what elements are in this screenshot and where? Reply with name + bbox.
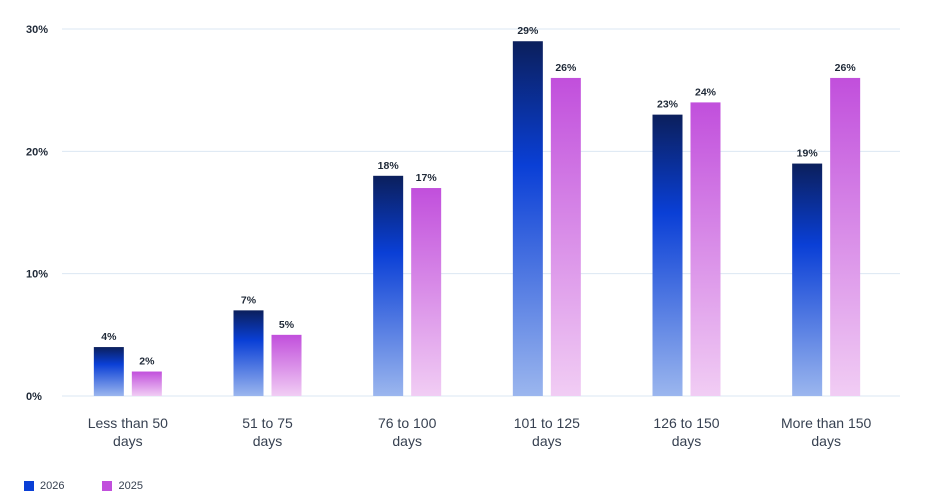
legend: 2026 2025 [24,480,143,492]
y-tick-label: 20% [26,146,48,158]
bar-2026-0 [93,347,124,396]
data-label: 26% [835,62,857,74]
data-label: 4% [101,331,117,343]
legend-item-2026: 2026 [24,480,64,492]
x-tick-line: More than 150 [781,415,871,431]
x-tick-line: days [253,433,283,449]
bar-2026-4 [652,114,683,396]
x-tick-line: days [113,433,143,449]
legend-item-2025: 2025 [102,480,143,492]
x-tick-line: 126 to 150 [653,415,719,431]
bar-2025-4 [690,102,721,397]
legend-swatch-2025 [102,481,113,491]
data-label: 23% [657,99,679,111]
bar-2025-5 [830,77,861,396]
x-tick-line: days [672,433,702,449]
x-tick-label: More than 150 days [781,415,871,449]
bar-2026-2 [373,175,404,396]
bar-2025-2 [411,188,442,396]
x-tick-label: 76 to 100 days [378,415,437,449]
data-label: 7% [241,294,257,306]
x-tick-label: 126 to 150 days [653,415,719,449]
x-tick-line: days [811,433,841,449]
x-tick-line: 76 to 100 [378,415,437,431]
bar-2026-3 [512,41,543,396]
x-tick-line: days [392,433,422,449]
y-tick-label: 10% [26,269,48,281]
x-tick-line: 51 to 75 [242,415,293,431]
data-label: 26% [555,62,577,74]
data-label: 19% [797,148,819,160]
y-tick-label: 0% [26,391,42,403]
x-tick-label: 101 to 125 days [514,415,580,449]
x-tick-line: days [532,433,562,449]
data-label: 5% [279,319,295,331]
legend-swatch-2026 [24,481,34,491]
y-tick-label: 30% [26,24,48,36]
data-label: 17% [416,172,438,184]
x-tick-line: Less than 50 [88,415,168,431]
x-tick-label: Less than 50 days [88,415,168,449]
bar-2025-3 [550,77,581,396]
bar-2025-0 [131,371,162,396]
data-label: 24% [695,86,717,98]
legend-label-2025: 2025 [118,480,143,492]
x-tick-label: 51 to 75 days [242,415,293,449]
bar-chart: 0% 10% 20% 30% 4% 2% 7% 5% 18% 17% 29% 26% 23% 24% 19… [26,24,900,449]
bar-2026-5 [792,163,823,396]
bar-2026-1 [233,310,264,396]
legend-label-2026: 2026 [40,480,65,492]
x-tick-line: 101 to 125 [514,415,580,431]
bar-2025-1 [271,334,302,396]
data-label: 2% [139,356,155,368]
data-label: 29% [517,25,539,37]
data-label: 18% [378,160,400,172]
